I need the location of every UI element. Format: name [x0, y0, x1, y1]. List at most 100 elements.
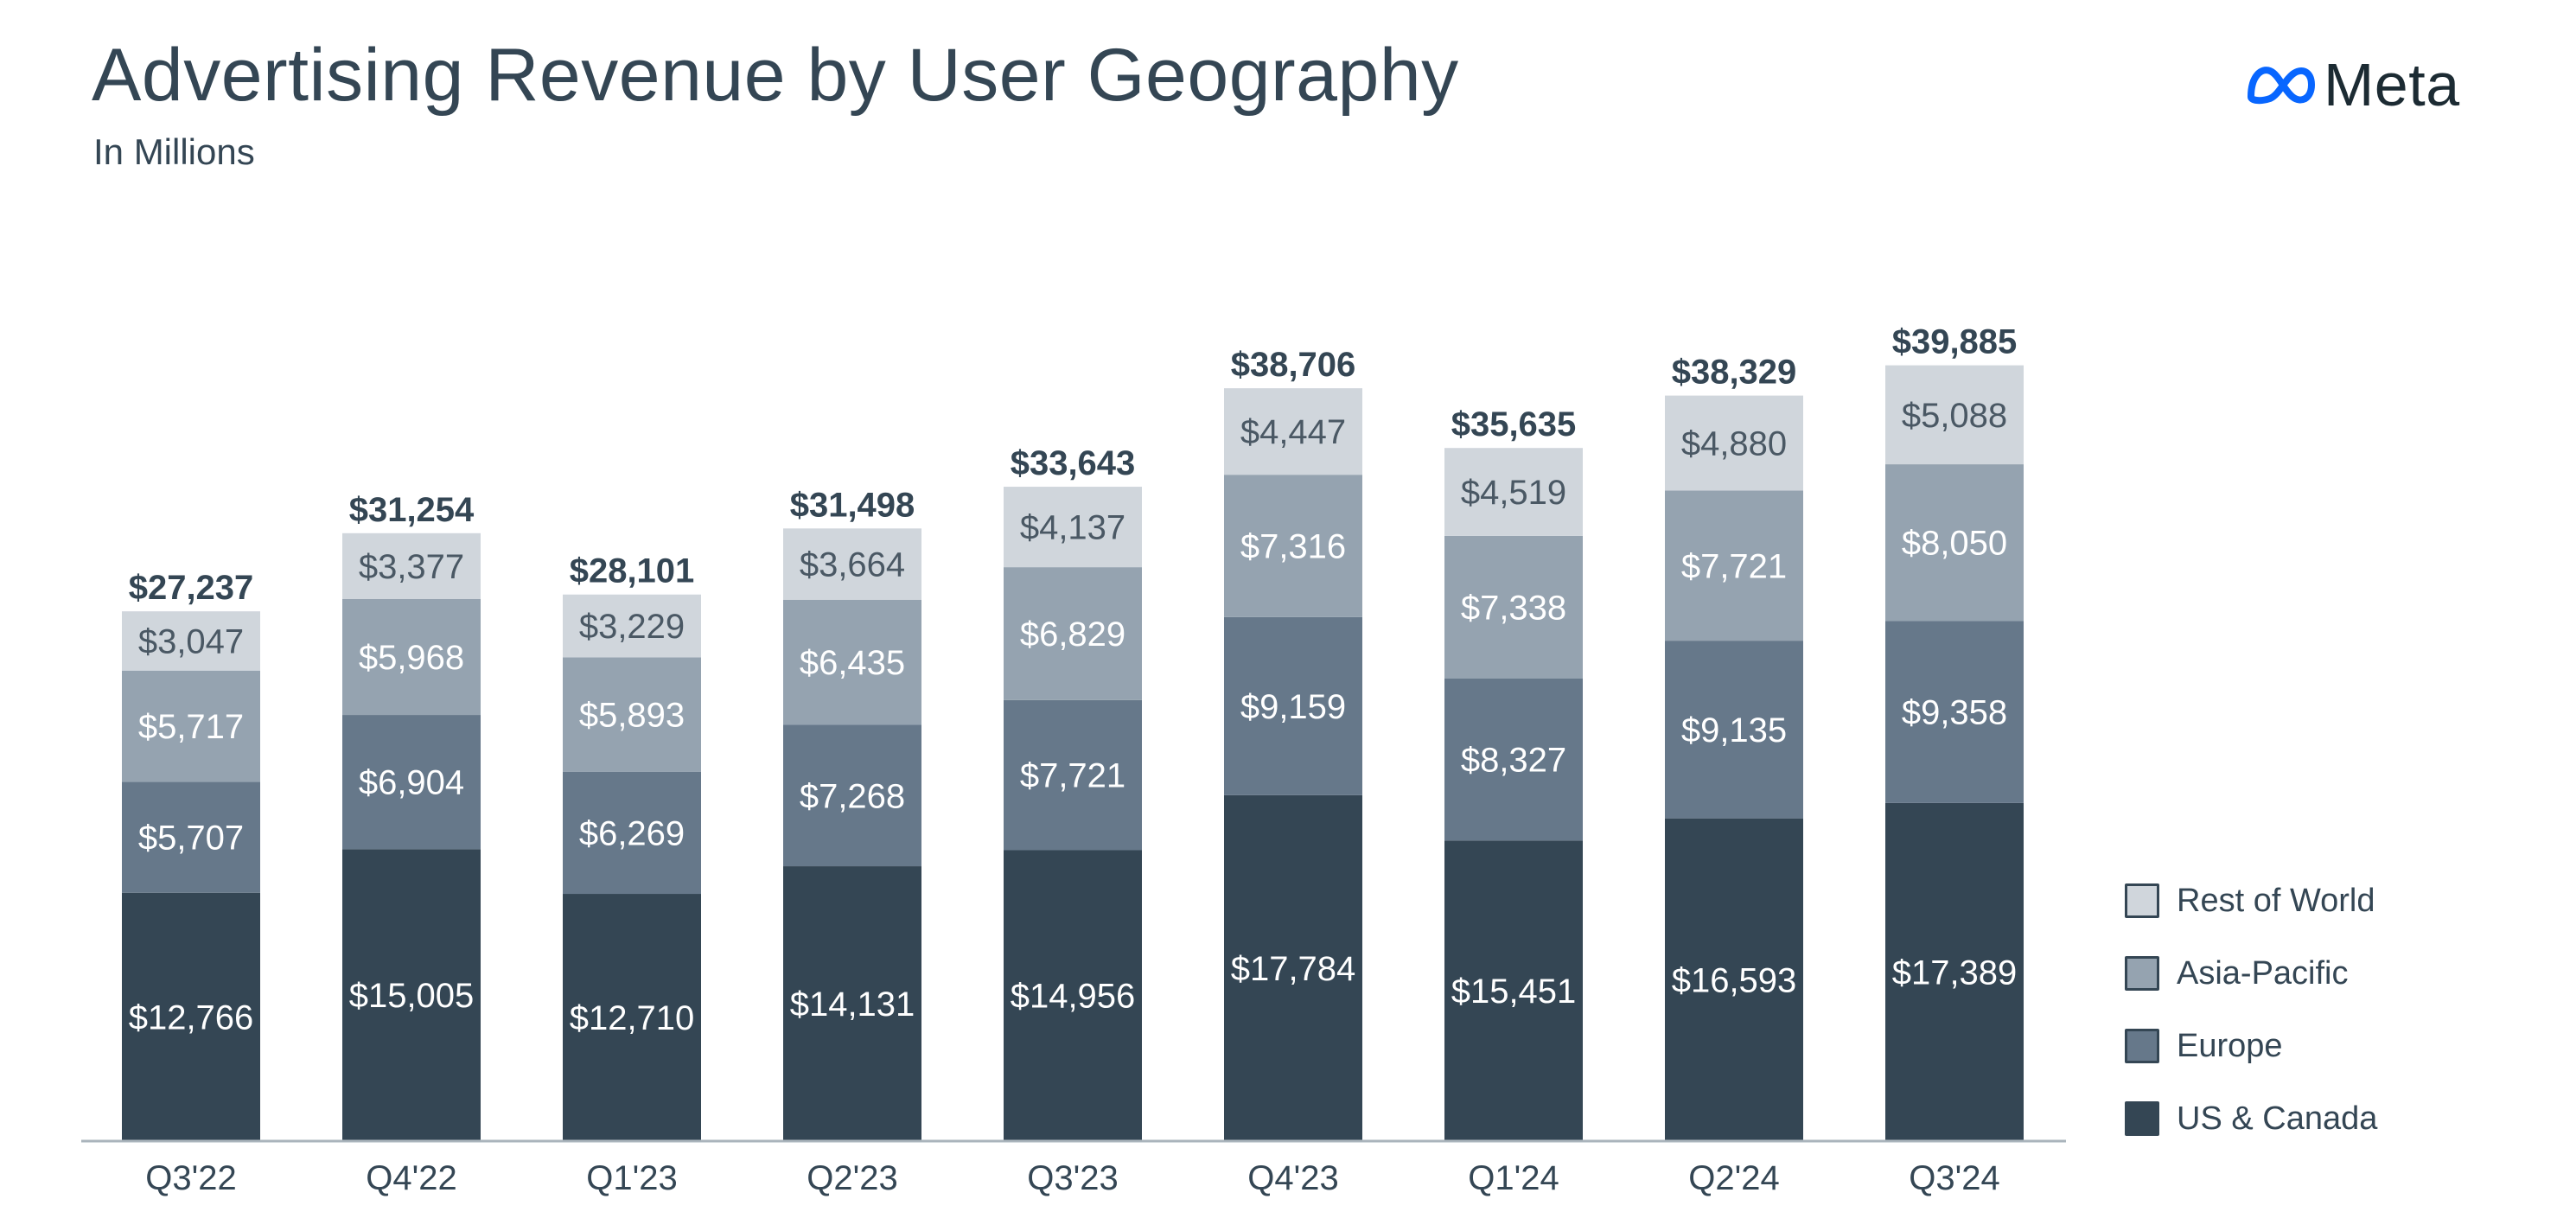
- total-label: $38,706: [1231, 346, 1356, 384]
- legend-swatch-europe: [2125, 1029, 2159, 1063]
- total-label: $27,237: [129, 569, 254, 607]
- x-tick-label: Q1'24: [1468, 1159, 1559, 1197]
- data-label-us-canada: $12,710: [570, 999, 695, 1037]
- bar-segment-rest-of-world: [1224, 388, 1362, 475]
- bar-segment-us-canada: [1665, 818, 1803, 1141]
- bar-segment-rest-of-world: [1665, 395, 1803, 491]
- bar-segment-asia-pacific: [1224, 475, 1362, 617]
- data-label-us-canada: $16,593: [1672, 961, 1797, 999]
- bar-segment-asia-pacific: [122, 670, 260, 782]
- data-label-asia-pacific: $6,829: [1020, 616, 1125, 654]
- total-label: $35,635: [1451, 405, 1577, 443]
- legend-item-rest-of-world: Rest of World: [2125, 882, 2540, 920]
- legend-item-us-canada: US & Canada: [2125, 1100, 2540, 1138]
- bar-segment-rest-of-world: [563, 594, 701, 658]
- x-tick-label: Q2'24: [1688, 1159, 1780, 1197]
- x-tick-label: Q1'23: [586, 1159, 678, 1197]
- data-label-us-canada: $14,131: [790, 985, 915, 1024]
- total-label: $28,101: [570, 552, 695, 590]
- bar-segment-europe: [122, 781, 260, 893]
- bar-segment-rest-of-world: [1885, 365, 2024, 465]
- bar-segment-us-canada: [342, 849, 481, 1141]
- data-label-asia-pacific: $8,050: [1902, 525, 2007, 563]
- bar-segment-asia-pacific: [1665, 490, 1803, 641]
- data-label-asia-pacific: $5,968: [359, 639, 464, 677]
- data-label-europe: $6,904: [359, 764, 464, 802]
- bar-segment-asia-pacific: [1444, 535, 1583, 679]
- total-label: $39,885: [1892, 323, 2018, 361]
- bar-segment-us-canada: [1885, 802, 2024, 1141]
- bar-segment-us-canada: [1004, 850, 1142, 1141]
- data-label-europe: $8,327: [1461, 742, 1566, 780]
- bar-segment-rest-of-world: [122, 611, 260, 671]
- data-label-asia-pacific: $7,338: [1461, 589, 1566, 627]
- meta-logo: Meta: [2244, 50, 2460, 119]
- bar-segment-asia-pacific: [342, 598, 481, 716]
- stacked-bar-chart: $12,766 $5,707 $5,717 $3,047 $27,237 Q3'22 $15…: [81, 323, 2066, 1197]
- bar-segment-europe: [1004, 699, 1142, 851]
- bar-segment-asia-pacific: [1885, 464, 2024, 622]
- bar-segment-europe: [1444, 678, 1583, 841]
- bar-segment-us-canada: [563, 894, 701, 1141]
- bar-segment-us-canada: [122, 892, 260, 1141]
- bar-segment-europe: [1665, 641, 1803, 819]
- legend-swatch-asia-pacific: [2125, 956, 2159, 991]
- bar-segment-us-canada: [1224, 794, 1362, 1141]
- data-label-rest-of-world: $4,519: [1461, 474, 1566, 512]
- data-label-europe: $9,135: [1681, 711, 1787, 749]
- data-label-europe: $7,268: [800, 777, 905, 815]
- legend-item-asia-pacific: Asia-Pacific: [2125, 954, 2540, 992]
- x-tick-label: Q2'23: [807, 1159, 898, 1197]
- chart-subtitle: In Millions: [93, 131, 255, 172]
- bar-segment-asia-pacific: [1004, 567, 1142, 700]
- total-label: $33,643: [1011, 444, 1136, 482]
- bar-segment-europe: [783, 724, 921, 867]
- data-label-rest-of-world: $4,880: [1681, 424, 1787, 462]
- legend-item-europe: Europe: [2125, 1027, 2540, 1065]
- bar-segment-rest-of-world: [1444, 448, 1583, 536]
- x-tick-label: Q4'22: [366, 1159, 457, 1197]
- legend-swatch-us-canada: [2125, 1101, 2159, 1136]
- bar-segment-europe: [342, 715, 481, 850]
- data-label-europe: $7,721: [1020, 757, 1125, 795]
- bar-segment-europe: [1224, 616, 1362, 795]
- x-tick-label: Q3'24: [1909, 1159, 2000, 1197]
- data-label-rest-of-world: $3,047: [138, 622, 244, 660]
- data-label-us-canada: $17,784: [1231, 950, 1356, 988]
- total-label: $31,498: [790, 486, 915, 524]
- bar-segment-asia-pacific: [563, 657, 701, 772]
- legend-label-asia-pacific: Asia-Pacific: [2177, 954, 2349, 992]
- bar-segment-europe: [1885, 621, 2024, 803]
- total-label: $31,254: [349, 491, 475, 529]
- data-label-europe: $9,358: [1902, 693, 2007, 731]
- data-label-asia-pacific: $5,893: [579, 697, 685, 735]
- data-label-asia-pacific: $5,717: [138, 708, 244, 746]
- meta-wordmark: Meta: [2324, 51, 2460, 118]
- data-label-europe: $6,269: [579, 814, 685, 852]
- bar-segment-asia-pacific: [783, 599, 921, 725]
- bar-segment-rest-of-world: [783, 528, 921, 600]
- data-label-asia-pacific: $7,721: [1681, 547, 1787, 585]
- bar-segment-us-canada: [1444, 840, 1583, 1141]
- data-label-rest-of-world: $4,447: [1240, 413, 1346, 451]
- legend-label-europe: Europe: [2177, 1027, 2283, 1064]
- bar-segment-rest-of-world: [1004, 487, 1142, 568]
- data-label-rest-of-world: $3,229: [579, 608, 685, 646]
- x-tick-label: Q4'23: [1247, 1159, 1339, 1197]
- legend-swatch-rest-of-world: [2125, 883, 2159, 918]
- legend-label-us-canada: US & Canada: [2177, 1100, 2378, 1137]
- bar-segment-us-canada: [783, 866, 921, 1141]
- legend-label-rest-of-world: Rest of World: [2177, 882, 2375, 919]
- meta-infinity-icon: [2248, 67, 2315, 105]
- data-label-us-canada: $15,005: [349, 977, 475, 1015]
- data-label-rest-of-world: $4,137: [1020, 509, 1125, 547]
- chart-title: Advertising Revenue by User Geography: [92, 34, 1459, 117]
- data-label-rest-of-world: $5,088: [1902, 397, 2007, 435]
- x-tick-label: Q3'22: [145, 1159, 237, 1197]
- data-label-us-canada: $17,389: [1892, 954, 2018, 992]
- bar-segment-europe: [563, 771, 701, 895]
- bar-segment-rest-of-world: [342, 533, 481, 599]
- data-label-us-canada: $15,451: [1451, 973, 1577, 1011]
- data-label-rest-of-world: $3,664: [800, 546, 905, 584]
- data-label-europe: $5,707: [138, 820, 244, 858]
